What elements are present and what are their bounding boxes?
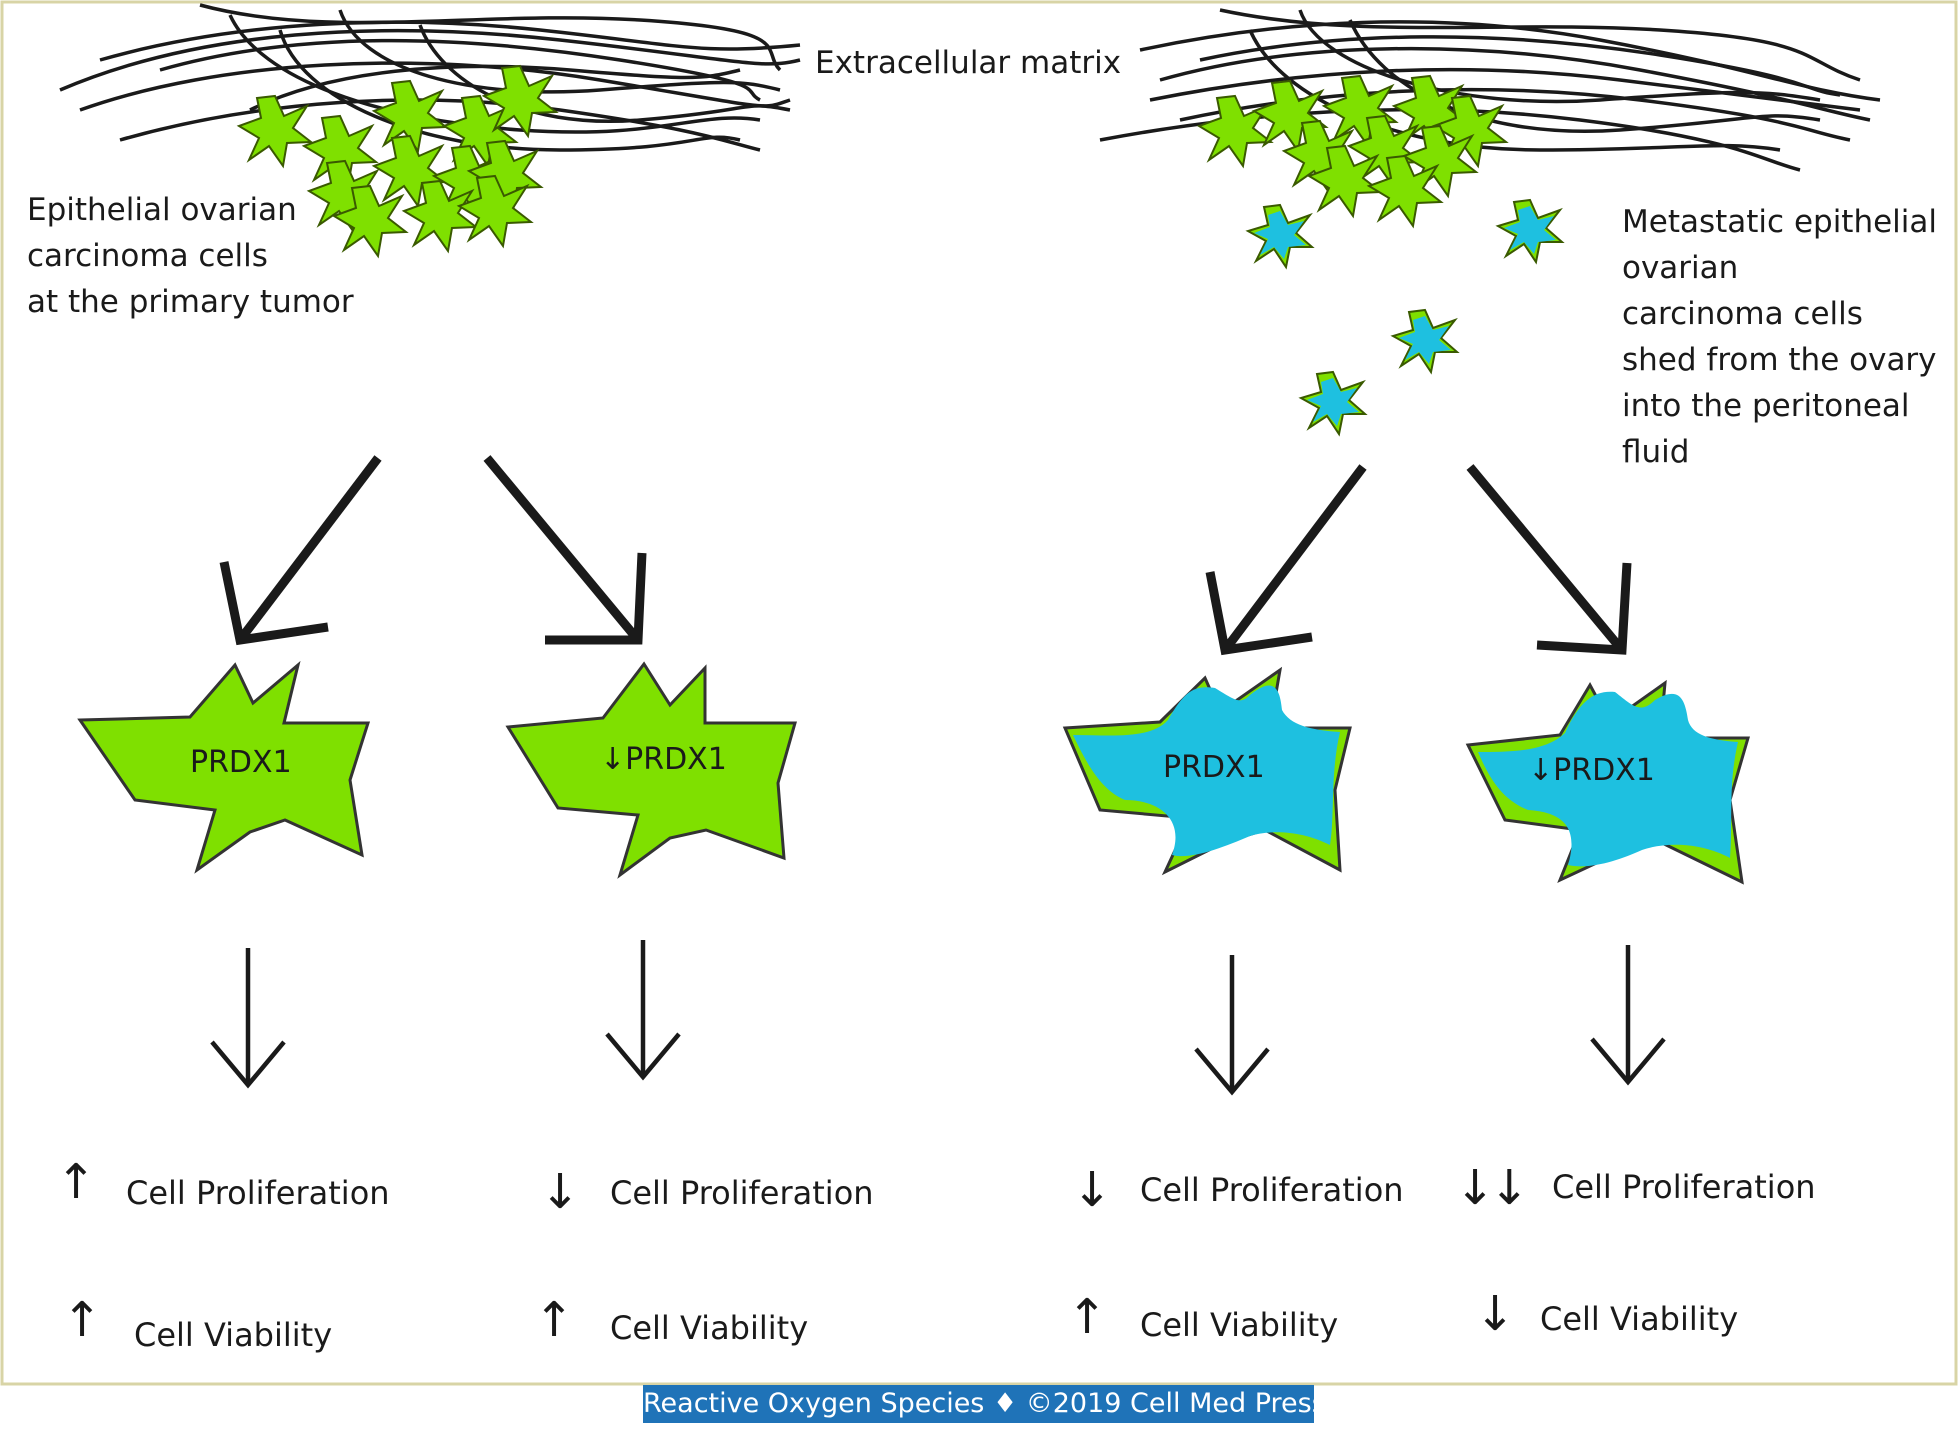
shed-metastatic-cells — [1247, 199, 1563, 435]
viab-arrow-3: ↑ — [1067, 1289, 1108, 1345]
primary-label-line-3: at the primary tumor — [27, 284, 354, 320]
prdx1-arrow-4: ↓ — [1528, 753, 1554, 788]
prolif-label-4: Cell Proliferation — [1552, 1168, 1816, 1206]
prolif-arrow-2: ↓ — [540, 1164, 581, 1220]
prdx1-cell-3 — [1062, 666, 1352, 876]
prdx1-label-3: PRDX1 — [1163, 750, 1265, 785]
viab-arrow-1: ↑ — [62, 1292, 103, 1348]
viab-label-4: Cell Viability — [1540, 1300, 1739, 1338]
prolif-arrow-4: ↓↓ — [1455, 1160, 1529, 1216]
prdx1-text-1: PRDX1 — [190, 745, 292, 780]
prdx1-text-4: PRDX1 — [1553, 753, 1655, 788]
prdx1-cell-1 — [77, 660, 371, 874]
ecm-fibers-right — [1099, 8, 1881, 172]
ecm-fibers-left — [59, 3, 801, 152]
viab-label-3: Cell Viability — [1140, 1306, 1339, 1344]
metastatic-cells-label: Metastatic epithelial ovarian carcinoma … — [1622, 199, 1937, 475]
metastatic-label-line-4: shed from the ovary — [1622, 342, 1937, 378]
prolif-label-3: Cell Proliferation — [1140, 1171, 1404, 1209]
metastatic-label-line-1: Metastatic epithelial — [1622, 204, 1938, 240]
viab-arrow-4: ↓ — [1475, 1286, 1516, 1342]
upper-arrows — [219, 455, 1632, 656]
metastatic-label-line-2: ovarian — [1622, 250, 1739, 286]
prolif-label-1: Cell Proliferation — [126, 1174, 390, 1212]
prdx1-label-4: ↓PRDX1 — [1528, 753, 1655, 788]
prdx1-cell-4 — [1465, 679, 1750, 885]
prdx1-label-1: PRDX1 — [190, 745, 292, 780]
prdx1-arrow-2: ↓ — [600, 742, 626, 777]
primary-label-line-1: Epithelial ovarian — [27, 192, 297, 228]
prolif-arrow-1: ↑ — [56, 1154, 97, 1210]
prolif-label-2: Cell Proliferation — [610, 1174, 874, 1212]
ecm-label: Extracellular matrix — [815, 45, 1122, 81]
copyright-caption: Reactive Oxygen Species ♦ ©2019 Cell Med… — [643, 1385, 1326, 1423]
viab-label-1: Cell Viability — [134, 1316, 333, 1354]
primary-label-line-2: carcinoma cells — [27, 238, 268, 274]
metastatic-source-cell-cluster — [1198, 75, 1507, 227]
lower-arrows — [210, 940, 1666, 1096]
viab-arrow-2: ↑ — [534, 1292, 575, 1348]
primary-cells-label: Epithelial ovarian carcinoma cells at th… — [27, 187, 354, 325]
metastatic-label-line-6: fluid — [1622, 434, 1690, 470]
prolif-arrow-3: ↓ — [1072, 1162, 1113, 1218]
metastatic-label-line-3: carcinoma cells — [1622, 296, 1863, 332]
prdx1-label-2: ↓PRDX1 — [600, 742, 727, 777]
prdx1-text-2: PRDX1 — [625, 742, 727, 777]
prdx1-text-3: PRDX1 — [1163, 750, 1265, 785]
figure-border — [0, 0, 1958, 1386]
prdx1-cell-2 — [505, 661, 797, 879]
metastatic-label-line-5: into the peritoneal — [1622, 388, 1910, 424]
viab-label-2: Cell Viability — [610, 1309, 809, 1347]
